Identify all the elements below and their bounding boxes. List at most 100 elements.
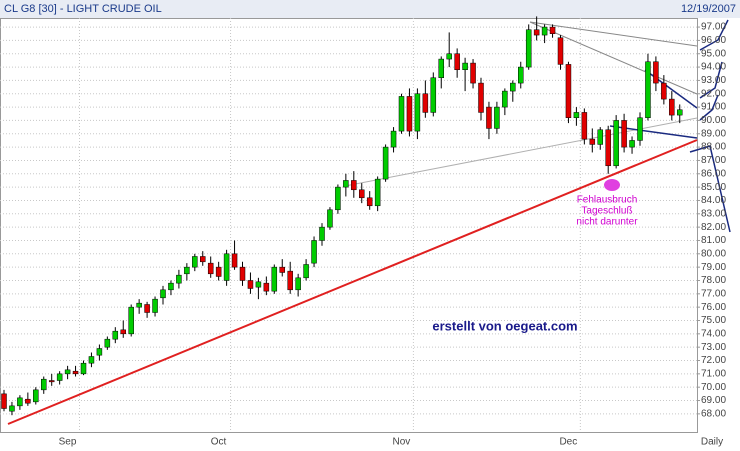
- candle-body: [645, 61, 651, 119]
- candle-body: [605, 129, 611, 167]
- candle-body: [629, 140, 635, 148]
- y-tick-label: 89.00: [701, 128, 726, 139]
- candle-body: [287, 270, 293, 291]
- candle-body: [72, 370, 79, 375]
- y-tick-label: 79.00: [701, 262, 726, 273]
- watermark: erstellt von oegeat.com: [432, 318, 577, 333]
- x-tick-label: Oct: [211, 437, 227, 448]
- y-tick-label: 74.00: [701, 328, 726, 339]
- candle-body: [1, 393, 7, 409]
- candle-body: [335, 186, 341, 211]
- candle-body: [486, 106, 492, 129]
- annotation: Fehlausbruch: [577, 195, 638, 206]
- y-tick-label: 85.00: [701, 182, 726, 193]
- candle-body: [295, 277, 301, 291]
- y-tick-label: 72.00: [701, 355, 726, 366]
- plot-frame: [0, 18, 698, 433]
- y-tick-label: 70.00: [701, 382, 726, 393]
- candle-body: [669, 98, 675, 116]
- candle-body: [565, 64, 572, 119]
- candle-body: [343, 180, 349, 188]
- candle-body: [80, 362, 87, 375]
- title-bar: [0, 0, 740, 18]
- y-tick-label: 78.00: [701, 275, 726, 286]
- candle-body: [152, 298, 158, 313]
- y-tick-label: 88.00: [701, 142, 726, 153]
- candle-body: [470, 62, 476, 84]
- candle-body: [677, 109, 683, 116]
- candle-body: [176, 274, 182, 284]
- y-tick-label: 90.00: [701, 115, 726, 126]
- candle-body: [104, 338, 111, 348]
- candle-body: [422, 93, 429, 113]
- candle-body: [25, 398, 31, 404]
- y-tick-label: 86.00: [701, 168, 726, 179]
- y-tick-label: 71.00: [701, 368, 726, 379]
- candle-body: [9, 405, 15, 412]
- candle-body: [653, 61, 659, 84]
- candle-body: [518, 66, 524, 84]
- candle-body: [144, 304, 150, 313]
- y-tick-label: 69.00: [701, 395, 726, 406]
- annotation: Tageschluß: [581, 206, 632, 217]
- candle-body: [319, 226, 325, 241]
- candle-body: [494, 106, 500, 129]
- candle-body: [510, 82, 516, 92]
- candle-body: [406, 96, 413, 132]
- y-tick-label: 73.00: [701, 342, 726, 353]
- chart-title: CL G8 [30] - LIGHT CRUDE OIL: [4, 3, 162, 15]
- candle-body: [613, 120, 619, 167]
- candle-body: [128, 306, 134, 335]
- candle-body: [311, 240, 317, 264]
- candle-body: [223, 253, 230, 281]
- y-tick-label: 91.00: [701, 102, 726, 113]
- candle-body: [541, 26, 548, 36]
- candle-body: [454, 53, 460, 70]
- candle-body: [168, 282, 174, 291]
- candle-body: [120, 329, 126, 335]
- candle-body: [462, 62, 468, 70]
- candle-body: [327, 209, 333, 228]
- y-tick-label: 68.00: [701, 409, 726, 420]
- y-tick-label: 82.00: [701, 222, 726, 233]
- candle-body: [438, 58, 444, 79]
- y-tick-label: 95.00: [701, 48, 726, 59]
- grid: [0, 18, 697, 432]
- candle-body: [366, 197, 373, 207]
- candle-body: [279, 266, 285, 273]
- candle-body: [374, 178, 381, 207]
- candle-body: [589, 138, 596, 145]
- trend-line: [529, 21, 698, 95]
- chart-date: 12/19/2007: [681, 3, 736, 15]
- candle-body: [160, 289, 166, 299]
- candle-body: [557, 37, 564, 65]
- candle-body: [263, 282, 270, 292]
- candle-body: [597, 129, 603, 145]
- candle-body: [271, 266, 278, 292]
- candle-body: [581, 112, 588, 140]
- candle-body: [56, 373, 63, 381]
- x-tick-label: Nov: [393, 437, 411, 448]
- candle-body: [390, 130, 397, 148]
- candle-body: [398, 96, 405, 132]
- y-tick-label: 84.00: [701, 195, 726, 206]
- candle-body: [96, 348, 103, 356]
- candle-body: [64, 369, 71, 375]
- x-axis-label: Daily: [701, 437, 723, 448]
- candle-body: [382, 146, 389, 180]
- y-tick-label: 87.00: [701, 155, 726, 166]
- highlight: [604, 179, 620, 191]
- candle-body: [239, 266, 246, 281]
- candle-body: [573, 112, 580, 119]
- candle-body: [621, 120, 627, 148]
- y-tick-label: 92.00: [701, 88, 726, 99]
- candle-body: [351, 180, 357, 191]
- candle-body: [17, 397, 23, 407]
- y-tick-label: 94.00: [701, 62, 726, 73]
- candle-body: [303, 264, 309, 279]
- candle-body: [502, 90, 508, 108]
- x-tick-label: Sep: [59, 437, 77, 448]
- candle-body: [414, 93, 421, 132]
- candle-body: [215, 266, 222, 277]
